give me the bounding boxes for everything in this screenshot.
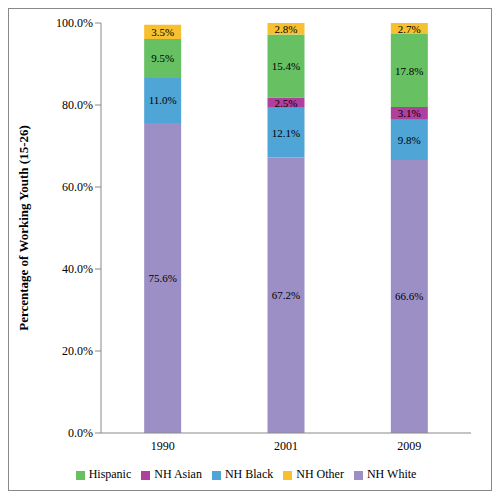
svg-text:2.7%: 2.7%: [398, 23, 421, 35]
html-text:NH Black: NH Black: [225, 467, 274, 481]
svg-text:17.8%: 17.8%: [395, 65, 423, 77]
svg-text:80.0%: 80.0%: [62, 98, 93, 112]
svg-text:66.6%: 66.6%: [395, 290, 423, 302]
svg-text:3.1%: 3.1%: [398, 107, 421, 119]
svg-text:67.2%: 67.2%: [272, 289, 300, 301]
svg-text:9.5%: 9.5%: [151, 52, 174, 64]
svg-text:3.5%: 3.5%: [151, 26, 174, 38]
svg-text:0.0%: 0.0%: [68, 426, 93, 440]
svg-text:9.8%: 9.8%: [398, 134, 421, 146]
svg-text:15.4%: 15.4%: [272, 60, 300, 72]
html-text:Hispanic: Hispanic: [88, 467, 132, 481]
html-text:NH White: NH White: [366, 467, 417, 481]
svg-text:2.8%: 2.8%: [275, 23, 298, 35]
svg-text:2009: 2009: [397, 439, 421, 453]
svg-text:12.1%: 12.1%: [272, 127, 300, 139]
html-text:NH Other: NH Other: [296, 467, 344, 481]
svg-text:1990: 1990: [151, 439, 175, 453]
svg-text:2001: 2001: [274, 439, 298, 453]
svg-text:40.0%: 40.0%: [62, 262, 93, 276]
svg-text:20.0%: 20.0%: [62, 344, 93, 358]
svg-text:11.0%: 11.0%: [149, 94, 177, 106]
svg-text:75.6%: 75.6%: [148, 272, 176, 284]
svg-text:Percentage of Working Youth (1: Percentage of Working Youth (15-26): [16, 125, 31, 331]
svg-text:100.0%: 100.0%: [56, 16, 93, 30]
html-text:NH Asian: NH Asian: [154, 467, 202, 481]
svg-text:60.0%: 60.0%: [62, 180, 93, 194]
svg-text:2.5%: 2.5%: [275, 97, 298, 109]
